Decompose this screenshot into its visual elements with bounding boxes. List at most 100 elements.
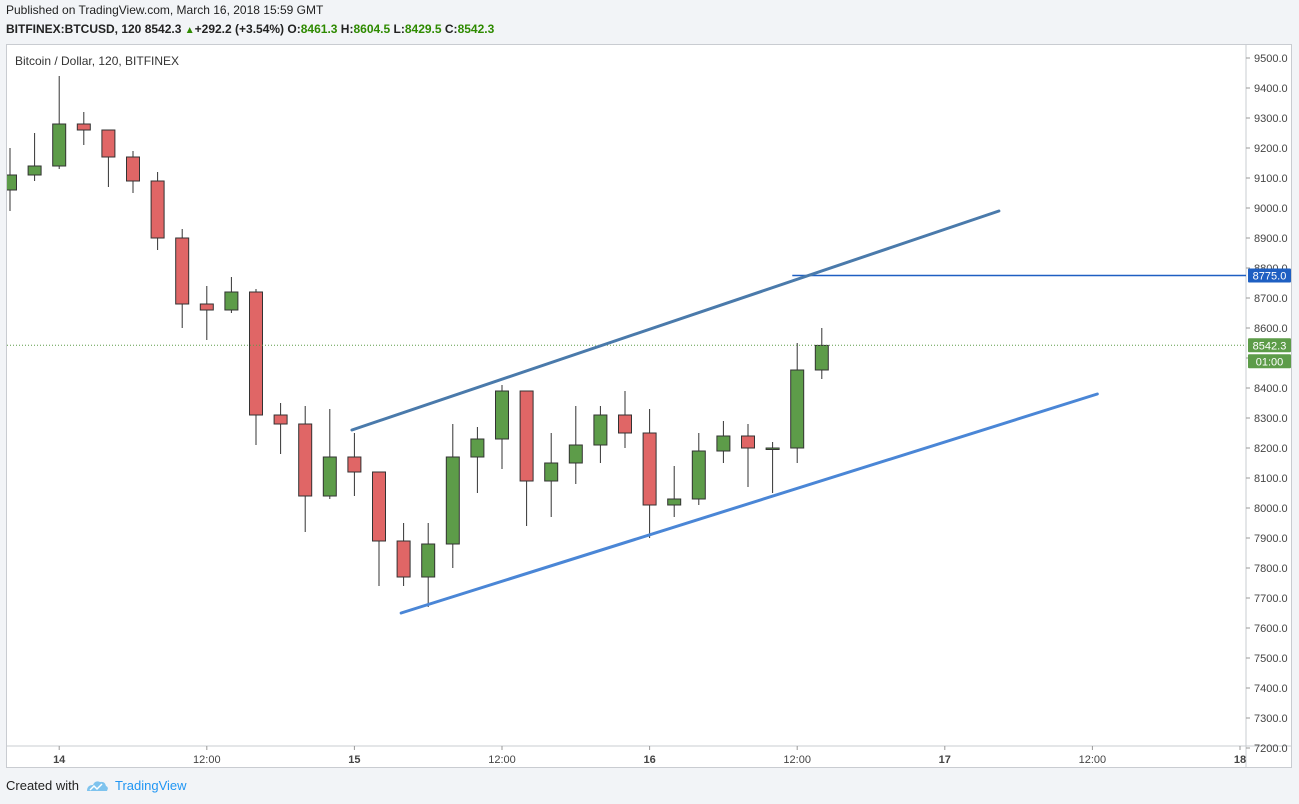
candle xyxy=(76,112,91,145)
plot-area xyxy=(7,76,1246,615)
x-tick-label: 12:00 xyxy=(1079,754,1107,766)
candle-body xyxy=(593,414,608,446)
candle xyxy=(372,471,386,586)
candle xyxy=(249,289,263,445)
y-tick-label: 7700.0 xyxy=(1254,593,1288,605)
candle xyxy=(150,172,165,250)
candle-body xyxy=(175,237,190,305)
y-tick-label: 7600.0 xyxy=(1254,623,1288,635)
candle xyxy=(741,424,755,487)
y-tick-label: 7300.0 xyxy=(1254,713,1288,725)
y-tick-label: 9500.0 xyxy=(1254,53,1288,65)
price-change: +292.2 (+3.54%) xyxy=(194,22,285,36)
candle xyxy=(667,466,682,517)
quote-line: BITFINEX:BTCUSD, 120 8542.3 ▲+292.2 (+3.… xyxy=(6,22,494,36)
x-tick-label: 12:00 xyxy=(488,754,516,766)
candle xyxy=(7,148,17,211)
close-label: C: xyxy=(444,22,458,36)
candle xyxy=(495,385,509,469)
candle-body xyxy=(495,390,509,440)
y-tick-label: 8100.0 xyxy=(1254,473,1288,485)
candle xyxy=(765,442,780,493)
y-tick-label: 8700.0 xyxy=(1254,293,1288,305)
y-tick-label: 8900.0 xyxy=(1254,233,1288,245)
candle-body xyxy=(396,540,411,578)
candle xyxy=(421,523,436,607)
candle-body xyxy=(519,390,534,482)
candle-body xyxy=(52,123,67,167)
candle-body xyxy=(741,435,755,449)
candle xyxy=(126,151,140,193)
x-tick-label: 12:00 xyxy=(193,754,221,766)
candle xyxy=(568,406,583,484)
x-tick-label: 12:00 xyxy=(783,754,811,766)
created-with-label: Created with xyxy=(6,778,79,793)
y-tick-label: 8000.0 xyxy=(1254,503,1288,515)
candle xyxy=(298,406,313,532)
resistance-price-label-bg xyxy=(1248,268,1291,283)
candle xyxy=(273,403,288,454)
chart-panel[interactable] xyxy=(6,44,1292,768)
candle xyxy=(691,433,706,505)
candle xyxy=(52,76,67,169)
y-tick-label: 7200.0 xyxy=(1254,743,1288,755)
tradingview-brand-link[interactable]: TradingView xyxy=(114,778,187,793)
y-tick-label: 7900.0 xyxy=(1254,533,1288,545)
candle-body xyxy=(7,174,17,191)
x-tick-label: 17 xyxy=(939,754,951,766)
candle-body xyxy=(372,471,386,542)
y-tick-label: 8200.0 xyxy=(1254,443,1288,455)
candle xyxy=(790,343,805,463)
x-tick-label: 18 xyxy=(1234,754,1246,766)
candle xyxy=(544,433,559,517)
candle xyxy=(716,421,731,463)
candle xyxy=(593,406,608,463)
chart-title: Bitcoin / Dollar, 120, BITFINEX xyxy=(15,54,180,68)
candle-body xyxy=(765,447,780,450)
y-tick-label: 7400.0 xyxy=(1254,683,1288,695)
candle-body xyxy=(224,291,239,311)
high-value: 8604.5 xyxy=(353,22,391,36)
candle-body xyxy=(642,432,657,506)
candle xyxy=(224,277,239,313)
published-caption: Published on TradingView.com, March 16, … xyxy=(6,3,324,17)
y-tick-label: 9200.0 xyxy=(1254,143,1288,155)
candle-body xyxy=(445,456,460,545)
tradingview-logo-icon xyxy=(86,780,108,791)
high-label: H: xyxy=(340,22,354,36)
bar-countdown-label-bg xyxy=(1248,354,1291,369)
candle xyxy=(814,328,829,379)
candle-body xyxy=(814,344,829,371)
y-tick-label: 9100.0 xyxy=(1254,173,1288,185)
open-label: O: xyxy=(287,22,301,36)
last-price: 8542.3 xyxy=(144,22,182,36)
y-tick-label: 9400.0 xyxy=(1254,83,1288,95)
candle-body xyxy=(27,165,42,176)
y-tick-label: 8400.0 xyxy=(1254,383,1288,395)
candle xyxy=(199,286,214,340)
candle-body xyxy=(716,435,731,452)
candle-body xyxy=(150,180,165,239)
candle-body xyxy=(76,123,91,131)
candle xyxy=(618,391,632,448)
candle-body xyxy=(126,156,140,182)
candle xyxy=(642,409,657,538)
x-tick-label: 14 xyxy=(53,754,66,766)
low-value: 8429.5 xyxy=(404,22,442,36)
candle-body xyxy=(322,456,337,497)
candle-body xyxy=(273,414,288,425)
candle-body xyxy=(199,303,214,311)
candle-body xyxy=(347,456,362,473)
candle xyxy=(27,133,42,181)
upper-channel-line xyxy=(350,209,1001,432)
symbol-label: BITFINEX:BTCUSD, 120 xyxy=(6,22,142,36)
candle xyxy=(175,229,190,328)
candle-body xyxy=(421,543,436,578)
up-arrow-icon: ▲ xyxy=(184,25,195,36)
candle-body xyxy=(298,423,313,497)
candle xyxy=(519,390,534,526)
last-price-label: 8542.3 xyxy=(1253,340,1287,352)
candle-body xyxy=(691,450,706,500)
candle-body xyxy=(470,438,485,458)
